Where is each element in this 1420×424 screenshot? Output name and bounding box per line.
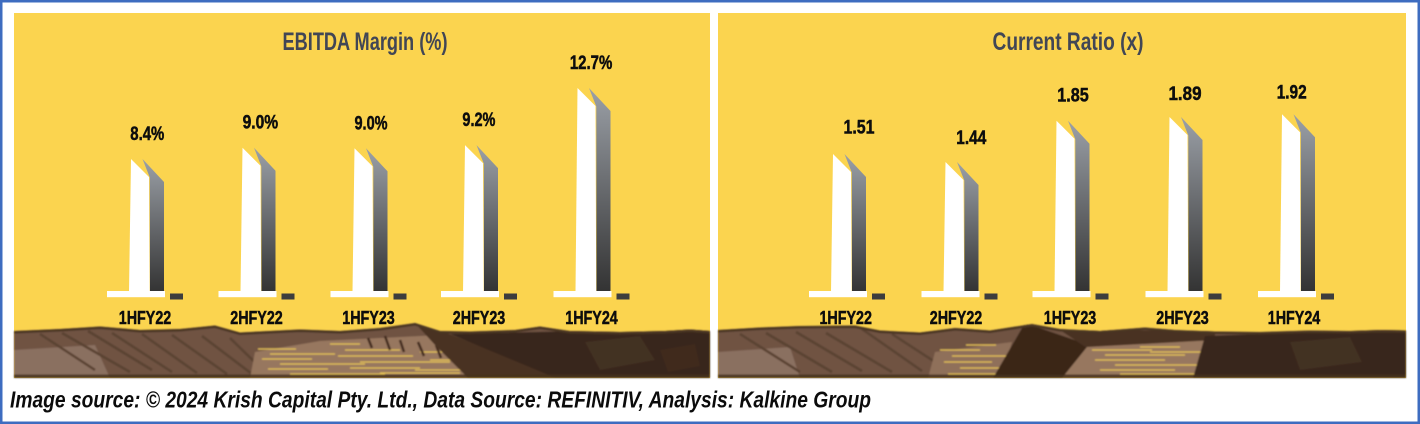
svg-text:12.7%: 12.7% (570, 52, 613, 74)
svg-text:2HFY23: 2HFY23 (1156, 307, 1209, 328)
svg-text:Image source: © 2024 Krish Cap: Image source: © 2024 Krish Capital Pty. … (10, 387, 871, 413)
svg-text:2HFY22: 2HFY22 (230, 307, 283, 328)
svg-text:2HFY22: 2HFY22 (930, 307, 983, 328)
svg-text:EBITDA Margin (%): EBITDA Margin (%) (283, 28, 448, 56)
svg-text:1.89: 1.89 (1169, 83, 1202, 105)
svg-text:Current Ratio (x): Current Ratio (x) (993, 28, 1144, 56)
svg-text:1.51: 1.51 (844, 117, 875, 139)
svg-text:9.0%: 9.0% (355, 112, 388, 134)
svg-text:1HFY23: 1HFY23 (342, 307, 395, 328)
svg-text:1HFY24: 1HFY24 (565, 307, 618, 328)
svg-text:8.4%: 8.4% (130, 123, 164, 145)
svg-text:9.0%: 9.0% (243, 112, 279, 134)
svg-text:1.92: 1.92 (1277, 81, 1307, 103)
svg-text:1HFY22: 1HFY22 (119, 307, 172, 328)
svg-text:1HFY24: 1HFY24 (1268, 307, 1321, 328)
svg-text:2HFY23: 2HFY23 (453, 307, 506, 328)
svg-text:9.2%: 9.2% (462, 109, 495, 131)
svg-text:1HFY22: 1HFY22 (819, 307, 872, 328)
svg-text:1HFY23: 1HFY23 (1044, 307, 1097, 328)
svg-text:1.44: 1.44 (956, 127, 986, 149)
svg-text:1.85: 1.85 (1057, 84, 1089, 106)
